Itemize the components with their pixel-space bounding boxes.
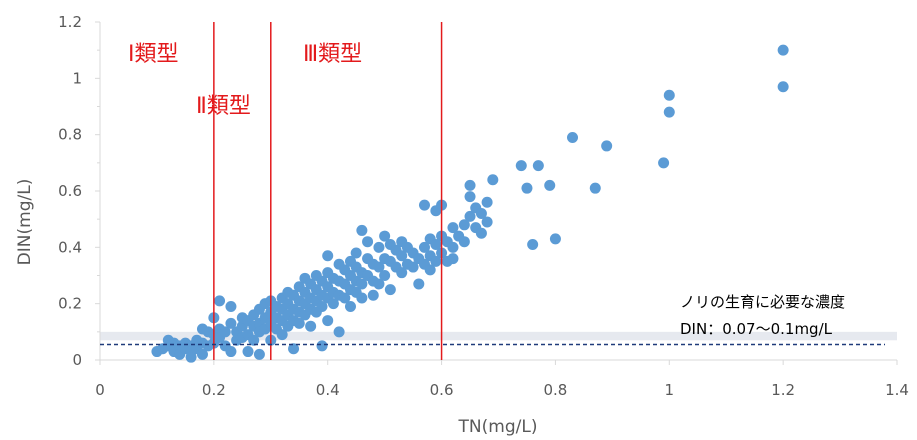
x-tick-label: 1: [665, 381, 675, 399]
data-point: [777, 81, 789, 93]
data-point: [327, 298, 339, 310]
data-point: [196, 348, 208, 360]
x-tick-label: 0.4: [316, 381, 340, 399]
data-point: [322, 315, 334, 327]
data-point: [373, 278, 385, 290]
data-point: [350, 247, 362, 259]
data-point: [219, 326, 231, 338]
x-tick-label: 0.2: [202, 381, 226, 399]
data-point: [413, 278, 425, 290]
data-point: [532, 160, 544, 172]
data-point: [344, 300, 356, 312]
data-point: [424, 264, 436, 276]
data-point: [305, 320, 317, 332]
data-point: [362, 236, 374, 248]
data-point: [544, 179, 556, 191]
class-boundary-lines: [100, 22, 885, 360]
data-point: [214, 295, 226, 307]
data-point: [396, 267, 408, 279]
data-point: [447, 241, 459, 253]
data-point: [418, 241, 430, 253]
data-point: [458, 219, 470, 231]
data-point: [396, 250, 408, 262]
data-point: [185, 351, 197, 363]
data-point: [515, 160, 527, 172]
annotation-line2: DIN：0.07～0.1mg/L: [680, 320, 833, 338]
data-point: [356, 278, 368, 290]
y-tick-label: 1: [72, 69, 82, 87]
data-point: [316, 300, 328, 312]
data-point: [373, 261, 385, 273]
data-point: [481, 196, 493, 208]
data-point: [316, 340, 328, 352]
data-point: [589, 182, 601, 194]
data-point: [322, 250, 334, 262]
data-point: [549, 233, 561, 245]
data-point: [333, 326, 345, 338]
y-tick-label: 0.6: [58, 182, 82, 200]
data-point: [293, 317, 305, 329]
class-1-label: Ⅰ類型: [128, 42, 179, 67]
x-tick-label: 0.6: [430, 381, 454, 399]
x-axis-title: TN(mg/L): [458, 417, 538, 437]
annotation-line1: ノリの生育に必要な濃度: [680, 293, 845, 311]
data-points: [151, 44, 789, 363]
data-point: [418, 199, 430, 211]
data-point: [373, 241, 385, 253]
data-point: [225, 346, 237, 358]
data-point: [288, 343, 300, 355]
data-point: [777, 44, 789, 56]
data-point: [384, 284, 396, 296]
x-tick-label: 0: [95, 381, 105, 399]
data-point: [407, 261, 419, 273]
data-point: [379, 230, 391, 242]
y-tick-label: 0.8: [58, 126, 82, 144]
x-tick-label: 0.8: [543, 381, 567, 399]
data-point: [430, 255, 442, 267]
data-point: [253, 348, 265, 360]
data-point: [475, 208, 487, 220]
class-2-label: Ⅱ類型: [196, 94, 251, 119]
data-point: [447, 253, 459, 265]
axes: 0 0.2 0.4 0.6 0.8 1 1.2 0 0.2 0.4 0.6 0.8 1 1.2 1.4: [58, 13, 909, 399]
data-point: [356, 292, 368, 304]
data-point: [225, 317, 237, 329]
data-point: [464, 210, 476, 222]
y-tick-label: 0.2: [58, 295, 82, 313]
data-point: [225, 300, 237, 312]
data-point: [458, 236, 470, 248]
threshold-band: [100, 331, 897, 341]
y-axis-title: DIN(mg/L): [15, 179, 35, 266]
data-point: [242, 346, 254, 358]
y-tick-label: 0.4: [58, 238, 82, 256]
data-point: [663, 89, 675, 101]
x-tick-label: 1.2: [771, 381, 795, 399]
y-tick-label: 0: [72, 351, 82, 369]
data-point: [663, 106, 675, 118]
data-point: [339, 292, 351, 304]
data-point: [356, 224, 368, 236]
data-point: [521, 182, 533, 194]
data-point: [658, 157, 670, 169]
data-point: [379, 270, 391, 281]
data-point: [430, 239, 442, 251]
data-point: [447, 222, 459, 234]
data-point: [464, 191, 476, 203]
data-point: [248, 334, 260, 346]
x-tick-label: 1.4: [885, 381, 909, 399]
data-point: [481, 216, 493, 228]
data-point: [567, 131, 579, 143]
data-point: [367, 289, 379, 301]
class-3-label: Ⅲ類型: [303, 42, 362, 67]
threshold-band-layer: [100, 331, 897, 341]
data-point: [601, 140, 613, 152]
data-point: [527, 239, 539, 251]
data-point: [487, 174, 499, 186]
data-point: [464, 179, 476, 191]
data-point: [475, 227, 487, 239]
y-tick-label: 1.2: [58, 13, 82, 31]
data-point: [276, 329, 288, 341]
